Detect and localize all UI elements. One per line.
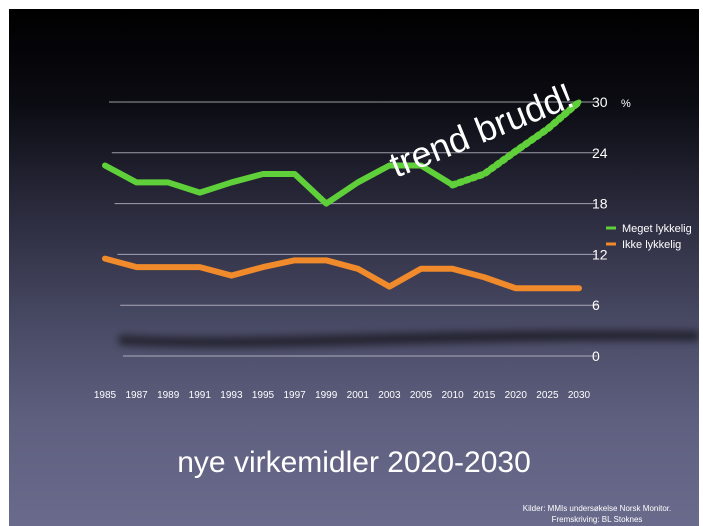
data-point bbox=[292, 257, 298, 263]
x-tick-label: 1985 bbox=[94, 390, 117, 401]
x-tick-label: 2001 bbox=[347, 390, 370, 401]
data-point bbox=[481, 171, 487, 177]
data-point bbox=[386, 163, 392, 168]
y-tick-label: 6 bbox=[592, 297, 600, 313]
data-point bbox=[355, 266, 361, 272]
data-point bbox=[228, 273, 234, 279]
x-tick-label: 2025 bbox=[536, 390, 559, 401]
x-tick-label: 1991 bbox=[189, 390, 212, 401]
x-tick-label: 2005 bbox=[410, 390, 433, 401]
data-point bbox=[102, 163, 108, 168]
x-tick-label: 2020 bbox=[505, 390, 528, 401]
slide-subtitle: nye virkemidler 2020-2030 bbox=[177, 446, 531, 479]
data-point bbox=[450, 266, 456, 272]
x-tick-label: 1995 bbox=[252, 390, 275, 401]
data-point bbox=[260, 264, 266, 270]
series-line bbox=[102, 162, 456, 207]
legend: Meget lykkelig Ikke lykkelig bbox=[606, 223, 692, 251]
reflection-shadow bbox=[119, 330, 699, 348]
x-tick-label: 1989 bbox=[157, 390, 180, 401]
data-point bbox=[165, 264, 171, 270]
series-lines bbox=[102, 98, 583, 292]
data-point bbox=[102, 256, 108, 262]
x-tick-label: 2015 bbox=[473, 390, 496, 401]
data-point bbox=[292, 171, 298, 177]
x-axis-ticks: 1985 1987 1989 1991 1993 1995 1997 1999 2001 2003… bbox=[94, 390, 591, 401]
y-axis-ticks: 0 6 12 18 24 30% bbox=[592, 94, 631, 364]
x-tick-label: 1999 bbox=[315, 390, 338, 401]
source-line: Fremskriving: BL Stoknes bbox=[551, 515, 643, 524]
x-tick-label: 2003 bbox=[378, 390, 401, 401]
x-tick-label: 2030 bbox=[568, 390, 591, 401]
data-point bbox=[576, 285, 582, 291]
x-tick-label: 1993 bbox=[220, 390, 243, 401]
slide-background: 0 6 12 18 24 30% 1985 1987 1989 1991 1993 1995 1997… bbox=[9, 9, 699, 526]
line-chart: 0 6 12 18 24 30% 1985 1987 1989 1991 1993 1995 1997… bbox=[94, 75, 699, 401]
legend-label: Ikke lykkelig bbox=[622, 239, 681, 251]
data-point bbox=[418, 163, 424, 168]
source-line: Kilder: MMIs undersøkelse Norsk Monitor. bbox=[522, 504, 672, 513]
data-point bbox=[513, 148, 519, 154]
data-point bbox=[323, 201, 329, 207]
chart-shadow bbox=[119, 330, 699, 348]
data-point bbox=[355, 179, 361, 185]
data-point bbox=[197, 190, 203, 196]
data-point bbox=[450, 182, 456, 188]
data-point bbox=[197, 264, 203, 270]
y-tick-label: 18 bbox=[592, 196, 608, 212]
series-line bbox=[102, 255, 582, 292]
y-tick-label: 12 bbox=[592, 246, 608, 262]
data-point bbox=[481, 274, 487, 280]
data-point bbox=[165, 179, 171, 185]
gridlines bbox=[109, 101, 597, 357]
legend-label: Meget lykkelig bbox=[622, 223, 692, 235]
data-point bbox=[544, 126, 550, 132]
y-tick-label: 0 bbox=[592, 348, 600, 364]
source-note: Kilder: MMIs undersøkelse Norsk Monitor.… bbox=[507, 503, 687, 525]
x-tick-label: 2010 bbox=[441, 390, 464, 401]
data-point bbox=[323, 257, 329, 263]
data-point bbox=[513, 285, 519, 291]
data-point bbox=[228, 179, 234, 185]
data-point bbox=[418, 266, 424, 272]
y-tick-label: 24 bbox=[592, 145, 608, 161]
y-unit-label: % bbox=[621, 98, 631, 110]
data-point bbox=[544, 285, 550, 291]
x-tick-label: 1997 bbox=[283, 390, 306, 401]
data-point bbox=[576, 99, 582, 105]
data-point bbox=[134, 264, 140, 270]
data-point bbox=[260, 171, 266, 177]
data-point bbox=[134, 179, 140, 185]
data-point bbox=[386, 284, 392, 290]
y-tick-label: 30 bbox=[592, 94, 608, 110]
x-tick-label: 1987 bbox=[125, 390, 148, 401]
